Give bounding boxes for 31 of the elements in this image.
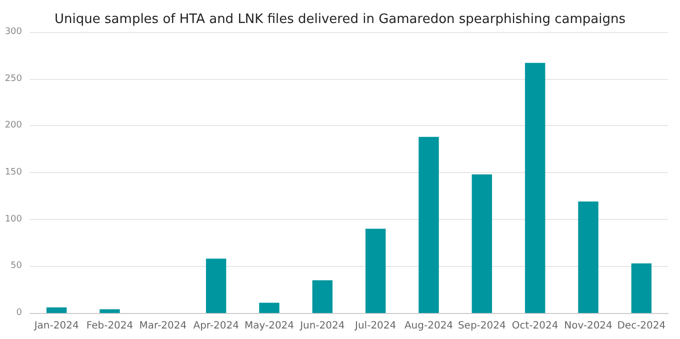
bar — [631, 263, 652, 313]
y-tick-label: 50 — [10, 261, 22, 272]
bar — [578, 202, 598, 313]
y-tick-label: 0 — [16, 308, 22, 318]
x-tick-label: Aug-2024 — [404, 320, 454, 332]
x-tick-label: Mar-2024 — [139, 320, 187, 332]
bar — [259, 302, 280, 313]
x-tick-label: May-2024 — [244, 320, 294, 332]
x-tick-label: Apr-2024 — [193, 320, 239, 332]
x-tick-label: Dec-2024 — [617, 320, 666, 332]
y-tick-label: 100 — [4, 214, 22, 224]
y-tick-label: 150 — [4, 168, 22, 178]
chart-title: Unique samples of HTA and LNK files delivered in Gamaredon spearphishing campaigns — [54, 12, 626, 27]
bar — [365, 228, 386, 313]
x-tick-label: Nov-2024 — [564, 320, 612, 332]
y-tick-label: 250 — [4, 74, 22, 84]
bar — [100, 309, 120, 313]
y-tick-label: 300 — [4, 27, 22, 37]
bar — [312, 280, 333, 313]
x-tick-label: Oct-2024 — [512, 320, 558, 332]
y-tick-label: 200 — [4, 120, 22, 131]
x-tick-label: Sep-2024 — [458, 320, 506, 332]
bar — [206, 258, 226, 313]
x-tick-label: Jul-2024 — [354, 320, 396, 332]
bar — [472, 174, 492, 313]
bar — [46, 307, 67, 313]
x-tick-label: Feb-2024 — [86, 320, 134, 332]
bar — [524, 62, 546, 313]
x-tick-label: Jun-2024 — [299, 320, 345, 332]
bar — [418, 136, 439, 313]
x-tick-label: Jan-2024 — [33, 320, 79, 332]
